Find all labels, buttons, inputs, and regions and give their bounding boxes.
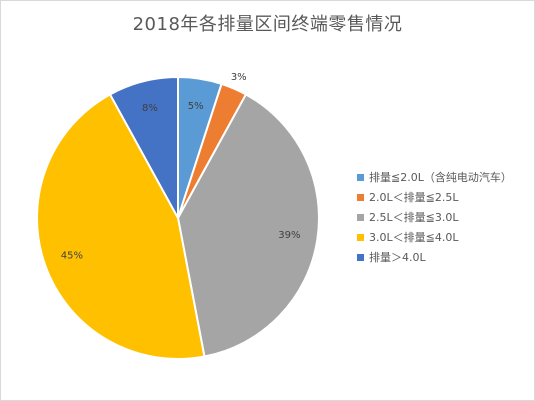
legend: 排量≦2.0L（含纯电动汽车） 2.0L＜排量≦2.5L 2.5L＜排量≦3.0… xyxy=(357,167,512,267)
legend-swatch xyxy=(357,233,364,241)
pie-slice-3[interactable] xyxy=(176,93,320,358)
pie-slice-4[interactable] xyxy=(36,93,206,360)
legend-swatch xyxy=(357,173,364,181)
legend-item-1[interactable]: 排量≦2.0L（含纯电动汽车） xyxy=(357,167,512,187)
legend-item-5[interactable]: 排量＞4.0L xyxy=(357,247,512,267)
legend-swatch xyxy=(357,193,364,201)
chart-title: 2018年各排量区间终端零售情况 xyxy=(132,14,403,35)
data-label-4: 45% xyxy=(61,251,83,262)
legend-swatch xyxy=(357,213,364,221)
legend-label: 2.0L＜排量≦2.5L xyxy=(369,191,459,204)
legend-item-3[interactable]: 2.5L＜排量≦3.0L xyxy=(357,207,512,227)
legend-swatch xyxy=(357,253,364,261)
legend-label: 2.5L＜排量≦3.0L xyxy=(369,211,459,224)
legend-item-4[interactable]: 3.0L＜排量≦4.0L xyxy=(357,227,512,247)
legend-label: 3.0L＜排量≦4.0L xyxy=(369,231,459,244)
legend-item-2[interactable]: 2.0L＜排量≦2.5L xyxy=(357,187,512,207)
legend-label: 排量≦2.0L（含纯电动汽车） xyxy=(369,171,512,184)
pie-data-labels: 5% 3% 39% 45% 8% xyxy=(61,72,301,262)
data-label-1: 5% xyxy=(188,101,204,112)
legend-label: 排量＞4.0L xyxy=(369,251,426,264)
data-label-2: 3% xyxy=(231,72,247,83)
pie-slice-5[interactable] xyxy=(108,75,179,219)
data-label-3: 39% xyxy=(278,230,300,241)
data-label-5: 8% xyxy=(142,103,158,114)
pie-slices xyxy=(36,75,320,360)
